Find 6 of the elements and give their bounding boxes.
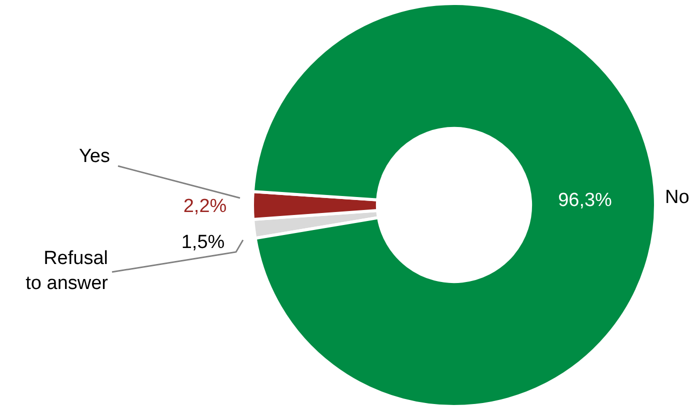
- slice-label: Yes: [79, 146, 110, 168]
- data-label: 96,3%: [558, 190, 612, 212]
- slice-label: Refusal to answer: [26, 248, 109, 294]
- slice-label: No: [665, 187, 690, 208]
- data-label: 2,2%: [183, 196, 227, 218]
- data-label: 1,5%: [181, 232, 225, 254]
